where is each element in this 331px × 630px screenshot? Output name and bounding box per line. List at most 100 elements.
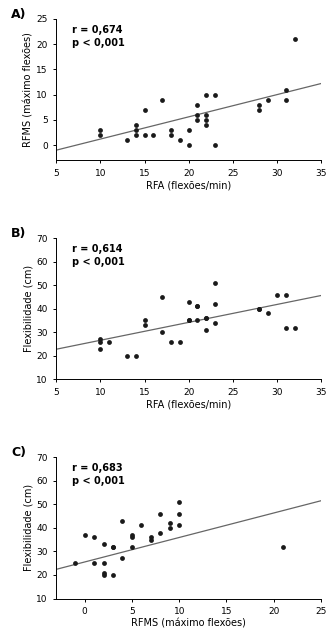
Point — [72, 558, 78, 568]
Point — [176, 520, 182, 530]
Point — [107, 336, 112, 346]
Text: A): A) — [11, 8, 27, 21]
Text: B): B) — [11, 227, 26, 239]
Text: C): C) — [11, 446, 26, 459]
Point — [195, 115, 200, 125]
Y-axis label: Flexibilidade (cm): Flexibilidade (cm) — [24, 484, 34, 571]
Point — [148, 535, 154, 545]
Point — [133, 351, 138, 361]
Point — [98, 125, 103, 135]
Point — [213, 89, 218, 100]
Point — [281, 542, 286, 552]
Point — [120, 553, 125, 563]
Point — [204, 313, 209, 323]
Point — [257, 304, 262, 314]
Point — [167, 523, 172, 533]
Point — [129, 532, 135, 542]
Point — [195, 316, 200, 326]
Point — [213, 278, 218, 288]
Point — [98, 130, 103, 140]
Point — [133, 125, 138, 135]
Point — [139, 520, 144, 530]
Point — [186, 125, 191, 135]
Point — [274, 290, 280, 300]
Point — [142, 320, 147, 330]
Point — [186, 316, 191, 326]
Point — [292, 34, 297, 44]
Point — [177, 135, 182, 145]
Point — [204, 115, 209, 125]
Point — [110, 542, 116, 552]
Point — [98, 336, 103, 346]
Point — [133, 130, 138, 140]
Point — [82, 530, 87, 540]
Point — [167, 518, 172, 528]
Point — [204, 110, 209, 120]
Point — [124, 351, 129, 361]
Point — [283, 290, 288, 300]
Point — [177, 336, 182, 346]
Point — [195, 110, 200, 120]
Point — [213, 140, 218, 150]
Point — [160, 327, 165, 337]
Point — [148, 532, 154, 542]
Point — [257, 100, 262, 110]
Point — [98, 335, 103, 345]
Point — [160, 94, 165, 105]
Text: r = 0,614
p < 0,001: r = 0,614 p < 0,001 — [72, 244, 125, 267]
Point — [186, 316, 191, 326]
X-axis label: RFA (flexões/min): RFA (flexões/min) — [146, 180, 231, 190]
Point — [292, 323, 297, 333]
Point — [265, 94, 271, 105]
Point — [168, 130, 174, 140]
Point — [168, 125, 174, 135]
Point — [176, 508, 182, 518]
Point — [283, 84, 288, 94]
Text: r = 0,674
p < 0,001: r = 0,674 p < 0,001 — [72, 25, 125, 48]
Point — [283, 94, 288, 105]
Y-axis label: Flexibilidade (cm): Flexibilidade (cm) — [24, 265, 34, 352]
Point — [176, 497, 182, 507]
Point — [204, 325, 209, 335]
Point — [213, 318, 218, 328]
Point — [129, 530, 135, 540]
Point — [110, 570, 116, 580]
Point — [158, 527, 163, 537]
Text: r = 0,683
p < 0,001: r = 0,683 p < 0,001 — [72, 463, 125, 486]
Point — [101, 570, 106, 580]
Point — [101, 568, 106, 578]
Point — [91, 558, 97, 568]
Point — [98, 344, 103, 354]
Point — [283, 323, 288, 333]
Point — [158, 508, 163, 518]
Point — [195, 301, 200, 311]
Point — [186, 297, 191, 307]
Point — [142, 130, 147, 140]
Point — [129, 542, 135, 552]
Point — [204, 120, 209, 130]
Point — [195, 301, 200, 311]
Point — [257, 304, 262, 314]
Point — [124, 135, 129, 145]
Point — [120, 516, 125, 526]
Point — [195, 100, 200, 110]
Point — [142, 105, 147, 115]
Point — [204, 313, 209, 323]
X-axis label: RFA (flexões/min): RFA (flexões/min) — [146, 399, 231, 410]
Point — [160, 292, 165, 302]
Y-axis label: RFMS (máximo flexões): RFMS (máximo flexões) — [24, 32, 34, 147]
Point — [213, 299, 218, 309]
Point — [204, 89, 209, 100]
Point — [101, 558, 106, 568]
Point — [168, 336, 174, 346]
Point — [91, 532, 97, 542]
Point — [142, 316, 147, 326]
Point — [101, 539, 106, 549]
Point — [186, 140, 191, 150]
Point — [110, 542, 116, 552]
Point — [257, 105, 262, 115]
X-axis label: RFMS (máximo flexões): RFMS (máximo flexões) — [131, 619, 246, 629]
Point — [133, 120, 138, 130]
Point — [265, 308, 271, 318]
Point — [151, 130, 156, 140]
